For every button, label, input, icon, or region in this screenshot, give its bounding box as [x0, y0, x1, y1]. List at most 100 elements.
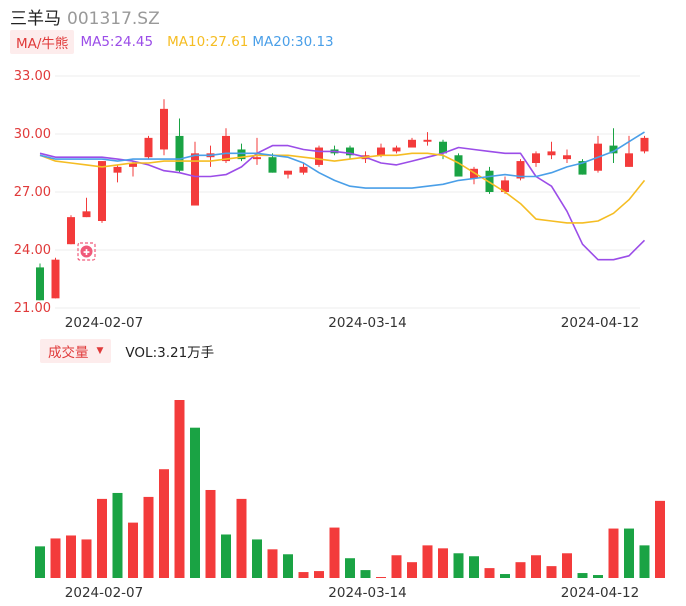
caret-down-icon: ▼ [96, 346, 104, 356]
candle-body [578, 161, 587, 175]
candle-body [82, 211, 91, 218]
candle-body [268, 157, 277, 173]
volume-bar [190, 427, 200, 578]
candle-body [98, 161, 106, 221]
candle-body [346, 147, 354, 156]
ma20-value: MA20:30.13 [252, 34, 334, 50]
volume-bar [469, 556, 479, 578]
candle-body [36, 267, 44, 301]
volume-bar [205, 489, 216, 578]
candle-body [501, 180, 509, 192]
y-tick-label: 24.00 [14, 243, 51, 258]
candle-body [392, 147, 401, 152]
volume-bar [267, 549, 278, 578]
price-axis-labels: 33.00 30.00 27.00 24.00 21.00 [14, 69, 51, 316]
price-grid [55, 75, 640, 309]
price-x-tick-label: 2024-03-14 [328, 315, 406, 331]
candle-body [377, 147, 385, 156]
volume-bar [608, 528, 619, 578]
candle-body [640, 137, 649, 152]
volume-x-tick-label: 2024-04-12 [561, 585, 639, 601]
candle-body [129, 163, 137, 167]
volume-bar [81, 539, 92, 578]
volume-bar [159, 469, 169, 578]
candle-body [253, 157, 261, 160]
volume-legend-bar: 成交量 ▼ VOL:3.21万手 [40, 339, 215, 363]
stock-name: 三羊马 [10, 9, 61, 29]
volume-bar [35, 546, 45, 578]
volume-bar [97, 498, 107, 578]
candle-body [315, 147, 323, 165]
volume-value: VOL:3.21万手 [125, 345, 215, 361]
y-tick-label: 27.00 [14, 185, 51, 200]
candlestick-series [36, 99, 649, 301]
volume-bar [283, 554, 293, 578]
volume-bar [577, 573, 588, 578]
y-tick-label: 30.00 [14, 127, 51, 142]
volume-bar [500, 574, 510, 578]
volume-indicator-tab[interactable]: 成交量 ▼ [40, 339, 112, 363]
volume-series [35, 400, 665, 579]
price-x-tick-label: 2024-02-07 [65, 315, 143, 331]
volume-bar [438, 548, 448, 578]
ma-legend-bar: MA/牛熊 MA5:24.45 MA10:27.61 MA20:30.13 [10, 30, 334, 54]
volume-bar [515, 562, 526, 578]
candle-body [284, 170, 292, 175]
volume-bar [345, 558, 355, 578]
ma10-line [39, 152, 646, 224]
candle-body [144, 137, 153, 158]
svg-text:✚: ✚ [83, 248, 90, 257]
volume-bar [221, 534, 231, 578]
volume-bar [143, 496, 154, 578]
candle-body [609, 145, 618, 154]
candle-body [516, 161, 525, 179]
date-axis-labels: 2024-02-07 2024-02-07 2024-03-14 2024-03-14… [65, 315, 639, 601]
candle-body [222, 135, 230, 162]
volume-bar [314, 571, 324, 578]
candle-body [113, 166, 122, 173]
candle-body [532, 153, 540, 163]
volume-bar [376, 577, 386, 579]
volume-bar [174, 400, 185, 578]
candle-body [51, 259, 60, 299]
volume-bar [531, 555, 541, 578]
ma10-value: MA10:27.61 [167, 34, 249, 50]
candle-body [547, 151, 556, 156]
volume-bar [546, 566, 557, 578]
candle-body [175, 135, 184, 171]
volume-bar [329, 527, 340, 578]
candle-body [408, 139, 416, 148]
volume-bar [593, 575, 603, 578]
ma20-line [39, 131, 645, 189]
volume-bar [298, 572, 309, 578]
ma-indicator-tab[interactable]: MA/牛熊 [10, 30, 75, 54]
volume-bar [128, 522, 138, 578]
volume-bar [66, 535, 76, 578]
y-tick-label: 33.00 [14, 69, 51, 84]
volume-bar [236, 498, 247, 578]
stock-code: 001317.SZ [67, 9, 160, 29]
volume-bar [453, 553, 464, 578]
ma5-value: MA5:24.45 [80, 34, 154, 50]
candle-body [439, 141, 447, 154]
volume-bar [360, 570, 371, 578]
volume-bar [407, 562, 417, 578]
buy-marker-icon[interactable]: ✚ [77, 242, 96, 261]
candle-body [299, 166, 308, 173]
volume-bar [484, 568, 495, 578]
candle-body [237, 149, 246, 160]
candle-body [191, 153, 199, 206]
candle-body [67, 217, 75, 245]
volume-tab-label: 成交量 [48, 345, 89, 361]
candle-body [625, 153, 633, 167]
volume-x-tick-label: 2024-02-07 [65, 585, 143, 601]
stock-header: 三羊马 001317.SZ [10, 4, 160, 29]
candle-body [454, 155, 463, 177]
volume-x-tick-label: 2024-03-14 [328, 585, 406, 601]
volume-bar [639, 545, 650, 578]
moving-average-lines [39, 131, 646, 261]
volume-bar [50, 538, 61, 578]
volume-bar [624, 528, 634, 578]
candle-body [160, 108, 168, 150]
